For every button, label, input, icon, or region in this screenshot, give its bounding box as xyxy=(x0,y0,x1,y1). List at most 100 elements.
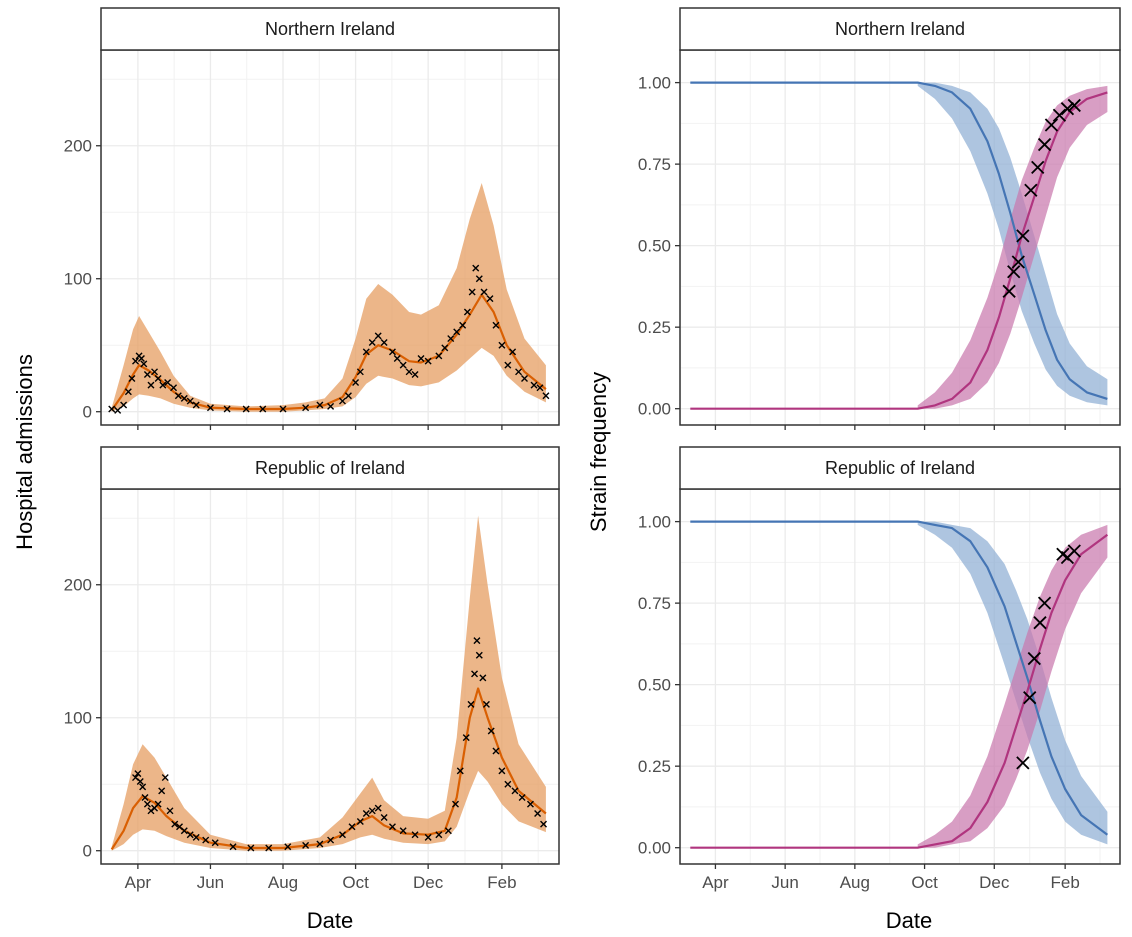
observed-point xyxy=(424,357,432,365)
observed-point xyxy=(380,813,388,821)
observed-point xyxy=(399,827,407,835)
observed-point xyxy=(462,734,470,742)
observed-point xyxy=(128,374,136,382)
observed-point xyxy=(459,321,467,329)
observed-point xyxy=(1067,544,1081,558)
y-tick-label: 0.25 xyxy=(638,757,671,776)
observed-point xyxy=(327,836,335,844)
observed-point xyxy=(348,823,356,831)
observed-point xyxy=(393,355,401,363)
x-tick-label: Apr xyxy=(702,873,729,892)
observed-point xyxy=(114,406,122,414)
observed-point xyxy=(487,727,495,735)
observed-point xyxy=(374,804,382,812)
x-tick-label: Oct xyxy=(911,873,938,892)
observed-point xyxy=(242,405,250,413)
observed-point xyxy=(143,800,151,808)
observed-point xyxy=(511,787,519,795)
observed-point xyxy=(467,700,475,708)
observed-point xyxy=(192,833,200,841)
panel-strain-roi: Republic of Ireland 0.00 0.25 0.50 0.75 1.00 A… xyxy=(638,446,1121,892)
observed-point xyxy=(444,827,452,835)
observed-point xyxy=(137,355,145,363)
observed-point xyxy=(316,840,324,848)
observed-point xyxy=(498,341,506,349)
observed-point xyxy=(247,844,255,852)
observed-point xyxy=(1002,284,1016,298)
plot-area xyxy=(690,520,1109,849)
observed-point xyxy=(362,809,370,817)
panel-strain-ni: Northern Ireland 0.00 0.25 0.50 0.75 1.00 xyxy=(638,7,1121,430)
observed-point xyxy=(475,651,483,659)
observed-point xyxy=(1007,265,1021,279)
y-axis-title-right: Strain frequency xyxy=(586,372,611,532)
observed-point xyxy=(463,308,471,316)
observed-point xyxy=(302,841,310,849)
observed-point xyxy=(368,339,376,347)
y-tick-label: 0.25 xyxy=(638,318,671,337)
observed-point xyxy=(1052,108,1067,122)
panel-hospital-ni: Northern Ireland 0 100 200 xyxy=(64,7,560,430)
credible-band-new-strain xyxy=(917,85,1108,409)
x-tick-label: Jun xyxy=(197,873,224,892)
observed-point xyxy=(471,670,479,678)
observed-point xyxy=(166,807,174,815)
x-axis-title-left: Date xyxy=(307,908,353,933)
observed-point xyxy=(453,328,461,336)
observed-point xyxy=(534,809,542,817)
observed-point xyxy=(482,700,490,708)
observed-point xyxy=(472,264,480,272)
observed-point xyxy=(424,833,432,841)
observed-point xyxy=(352,378,360,386)
strip-label: Republic of Ireland xyxy=(825,458,975,478)
observed-point xyxy=(1027,651,1041,666)
observed-point xyxy=(139,783,147,791)
observed-point xyxy=(388,823,396,831)
observed-point xyxy=(452,800,459,808)
observed-point xyxy=(374,332,382,340)
observed-point xyxy=(473,637,481,645)
strip-box xyxy=(100,7,560,51)
median-line-new-strain xyxy=(690,533,1109,849)
observed-point xyxy=(154,800,162,808)
observed-point xyxy=(356,368,364,376)
observed-point xyxy=(1016,229,1030,243)
observed-point xyxy=(480,288,488,296)
y-tick-label: 1.00 xyxy=(638,74,671,93)
observed-point xyxy=(259,405,267,413)
y-tick-label: 0 xyxy=(83,403,92,422)
observed-point xyxy=(140,360,148,368)
observed-point xyxy=(368,807,376,815)
observed-point xyxy=(186,831,194,839)
x-tick-label: Feb xyxy=(487,873,516,892)
x-tick-label: Dec xyxy=(413,873,444,892)
observed-point xyxy=(518,794,526,802)
observed-point xyxy=(143,370,151,378)
observed-point xyxy=(302,404,310,412)
observed-point xyxy=(1037,596,1052,610)
observed-point xyxy=(279,405,287,413)
y-tick-label: 1.00 xyxy=(638,513,671,532)
observed-point xyxy=(542,392,550,400)
y-tick-label: 200 xyxy=(64,137,92,156)
x-tick-label: Dec xyxy=(979,873,1010,892)
observed-point xyxy=(1016,756,1030,770)
observed-point xyxy=(447,335,455,343)
observed-point xyxy=(536,384,544,392)
y-axis-title-left: Hospital admissions xyxy=(12,354,37,550)
y-tick-label: 0 xyxy=(83,842,92,861)
strip-label: Northern Ireland xyxy=(265,19,395,39)
observed-point xyxy=(1011,255,1025,269)
observed-point xyxy=(192,401,200,409)
observed-point xyxy=(356,817,364,825)
observed-point xyxy=(492,747,500,755)
x-tick-label: Aug xyxy=(840,873,870,892)
observed-point xyxy=(498,767,506,775)
observed-point xyxy=(159,381,167,389)
observed-point xyxy=(1037,137,1052,152)
y-tick-label: 100 xyxy=(64,270,92,289)
observed-point xyxy=(136,778,144,786)
observed-point xyxy=(411,370,419,378)
y-tick-label: 0.50 xyxy=(638,237,671,256)
